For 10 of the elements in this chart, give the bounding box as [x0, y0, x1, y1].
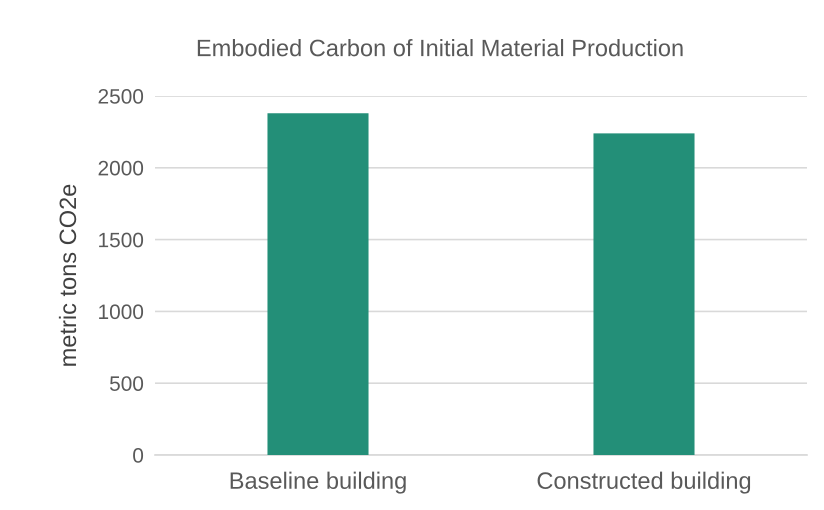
- y-tick-label: 2000: [98, 160, 144, 176]
- y-axis-title: metric tons CO2e: [58, 184, 76, 366]
- x-tick-label: Baseline building: [230, 472, 406, 494]
- y-tick-label: 2500: [98, 89, 144, 104]
- y-tick-label: 1500: [99, 232, 144, 248]
- y-tick-label: 500: [110, 376, 144, 391]
- x-tick-label: Constructed building: [538, 472, 750, 494]
- y-tick-label: 1000: [99, 304, 144, 320]
- chart-title: Embodied Carbon of Initial Material Production: [198, 38, 683, 56]
- y-tick-label: 0: [133, 448, 144, 463]
